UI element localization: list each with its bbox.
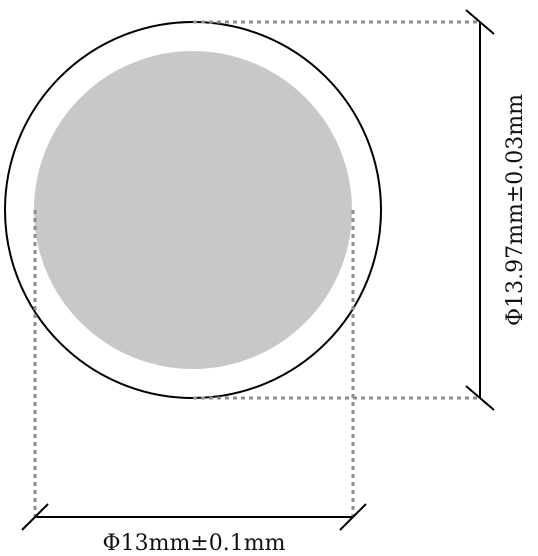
inner-circle bbox=[34, 51, 352, 369]
outer-dimension-bottom-tick bbox=[465, 385, 495, 411]
outer-dimension-top-tick bbox=[465, 9, 495, 35]
outer-dimension-label: Φ13.97mm±0.03mm bbox=[503, 94, 528, 326]
inner-dimension-left-tick bbox=[21, 503, 49, 531]
inner-dimension-right-tick bbox=[339, 503, 367, 531]
inner-dimension-label: Φ13mm±0.1mm bbox=[103, 531, 286, 556]
